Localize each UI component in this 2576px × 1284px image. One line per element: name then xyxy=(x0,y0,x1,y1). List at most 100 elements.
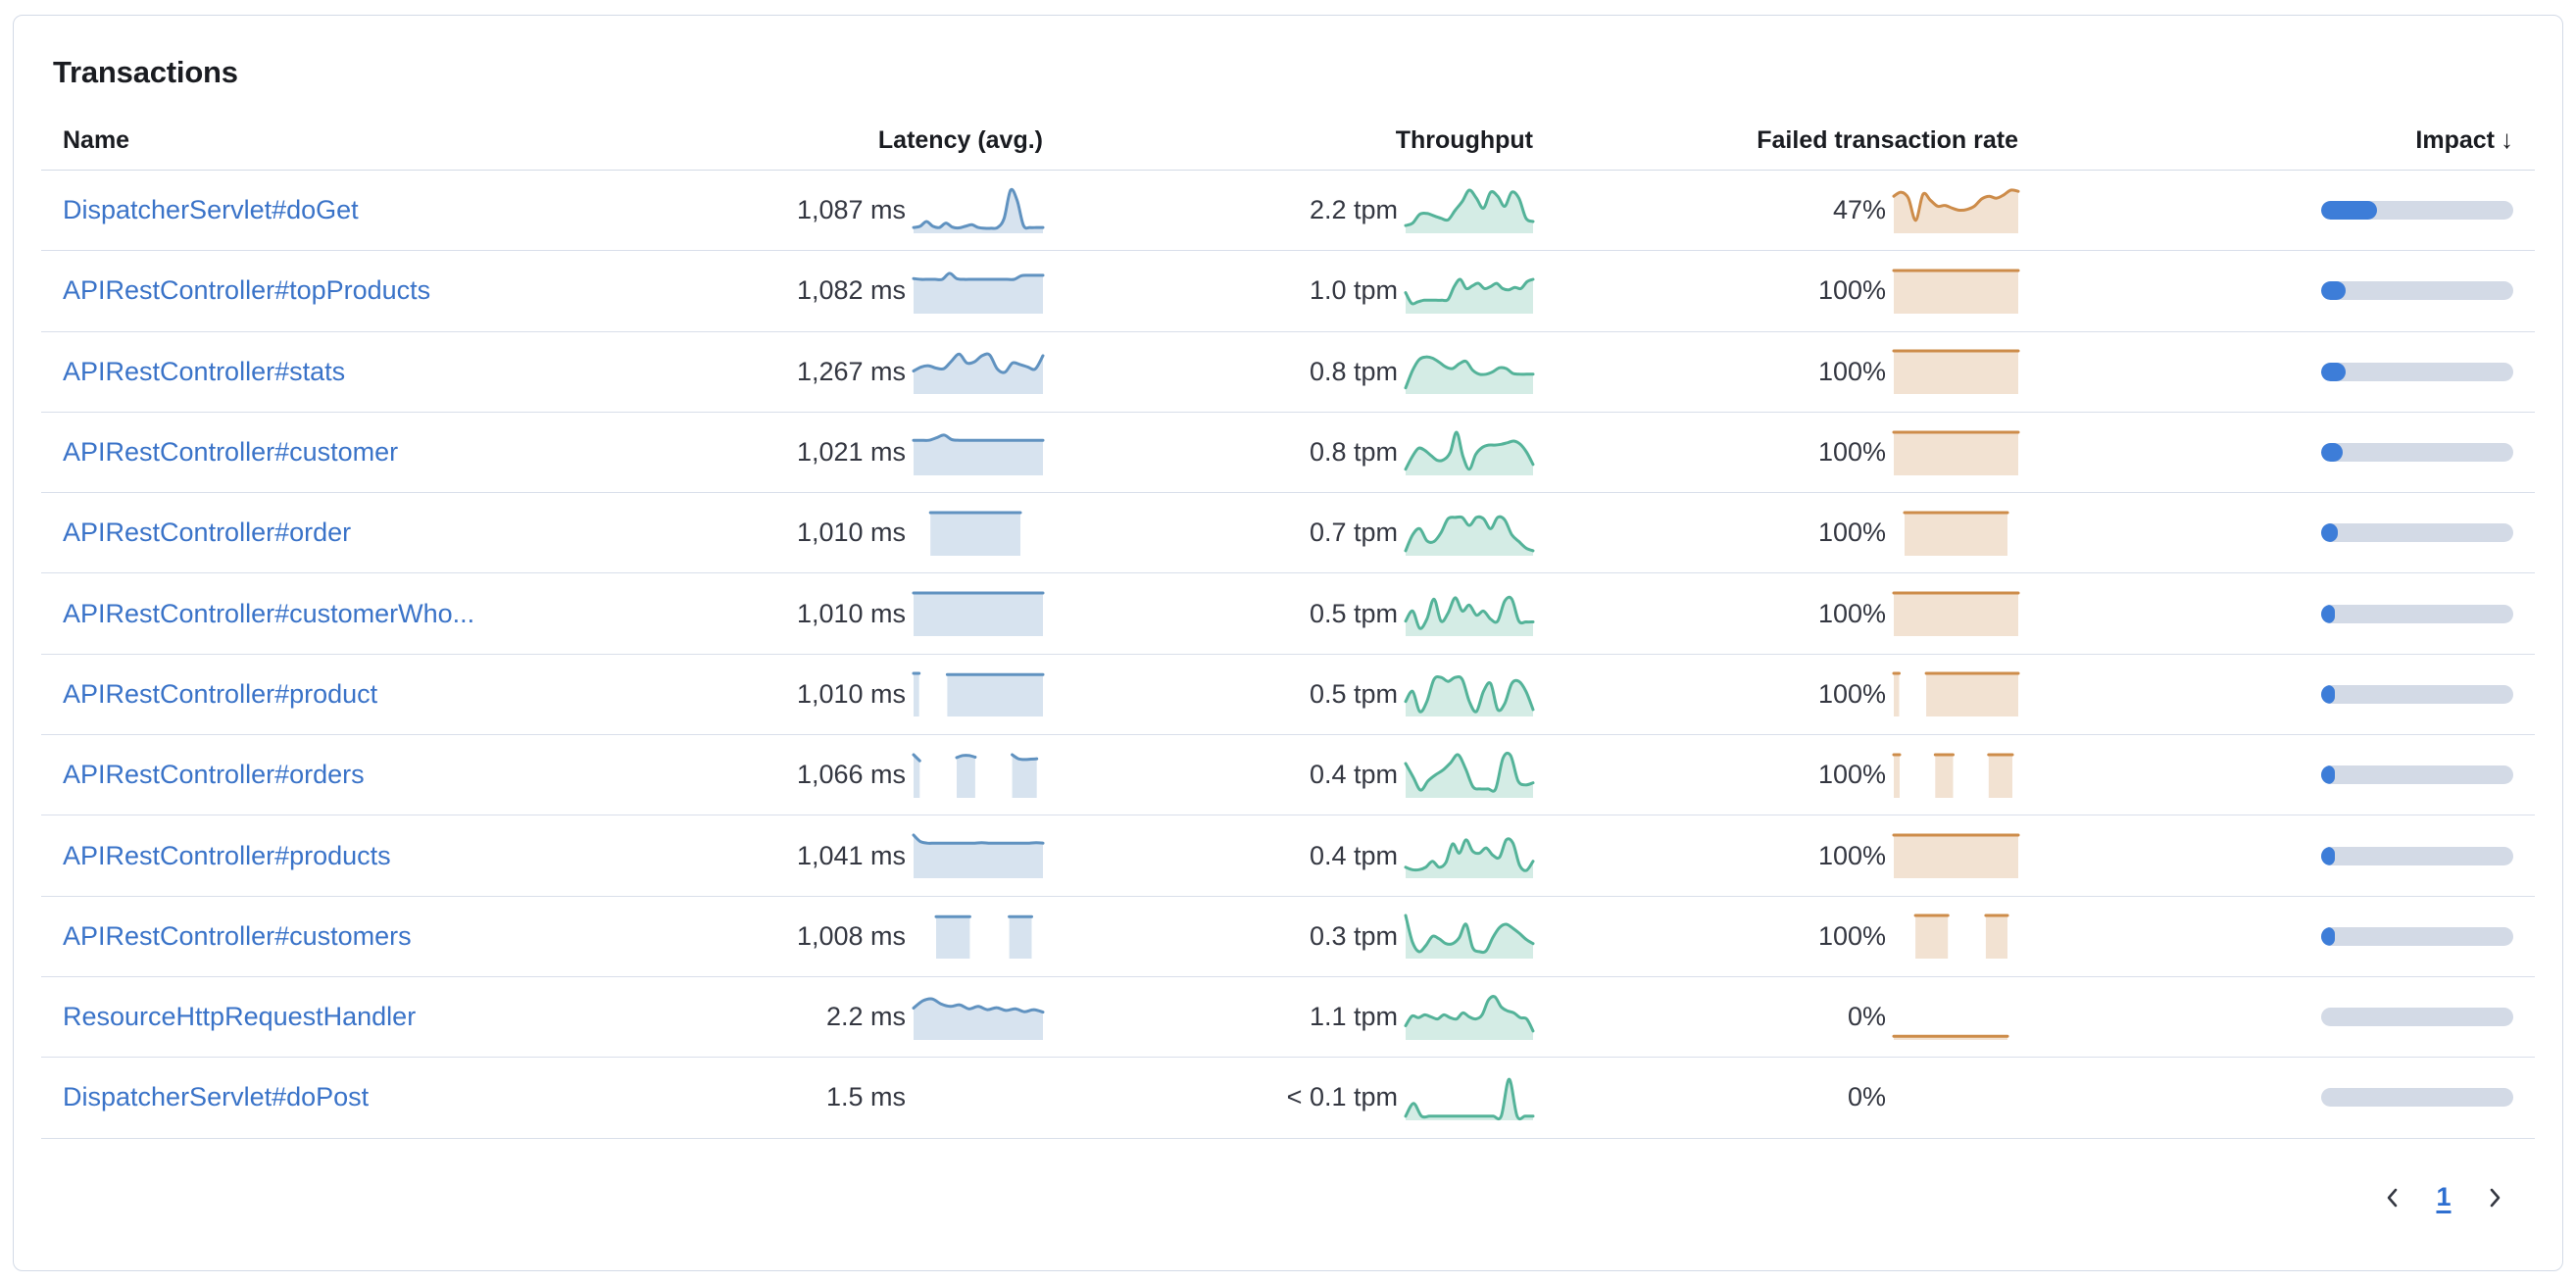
throughput-sparkline xyxy=(1398,332,1535,412)
failed-rate-sparkline xyxy=(1886,332,2020,412)
table-row: APIRestController#topProducts 1,082 ms 1… xyxy=(41,251,2535,332)
latency-value: 1,087 ms xyxy=(796,195,906,225)
failed-rate-sparkline xyxy=(1886,977,2018,1057)
impact-cell xyxy=(2018,1008,2513,1027)
throughput-value: 0.4 tpm xyxy=(1309,760,1398,790)
transaction-name-link[interactable]: DispatcherServlet#doPost xyxy=(63,1082,370,1112)
failed-rate-sparkline xyxy=(1886,493,2018,572)
impact-bar-fill xyxy=(2321,926,2335,946)
impact-bar-fill xyxy=(2321,604,2335,623)
table-row: APIRestController#customerWho... 1,010 m… xyxy=(41,573,2535,655)
column-header-name[interactable]: Name xyxy=(63,126,130,154)
throughput-sparkline xyxy=(1398,897,1535,976)
transactions-card: Transactions Name Latency (avg.) Through… xyxy=(13,15,2563,1271)
impact-bar-fill xyxy=(2321,523,2338,543)
throughput-sparkline xyxy=(1398,735,1535,815)
table-row: APIRestController#customers 1,008 ms 0.3… xyxy=(41,897,2535,977)
latency-value: 1,010 ms xyxy=(796,598,906,628)
failed-rate-value: 100% xyxy=(1817,275,1886,306)
impact-cell xyxy=(2018,281,2513,301)
failed-rate-sparkline xyxy=(1886,897,2018,976)
transaction-name-link[interactable]: APIRestController#product xyxy=(63,678,378,709)
card-title: Transactions xyxy=(53,55,238,89)
impact-bar xyxy=(2321,443,2513,463)
transaction-name-link[interactable]: APIRestController#customer xyxy=(63,437,399,468)
table-row: APIRestController#orders 1,066 ms 0.4 tp… xyxy=(41,735,2535,816)
latency-sparkline xyxy=(906,332,1045,412)
transaction-name-link[interactable]: APIRestController#orders xyxy=(63,760,365,790)
latency-sparkline xyxy=(906,1058,1043,1137)
impact-bar xyxy=(2321,281,2513,301)
latency-value: 1,041 ms xyxy=(796,840,906,870)
impact-cell xyxy=(2018,362,2513,381)
latency-value: 1,010 ms xyxy=(796,518,906,548)
impact-bar-fill xyxy=(2321,443,2343,463)
table-row: APIRestController#products 1,041 ms 0.4 … xyxy=(41,815,2535,897)
table-row: APIRestController#product 1,010 ms 0.5 t… xyxy=(41,655,2535,736)
latency-value: 1,066 ms xyxy=(796,760,906,790)
column-header-failed-rate[interactable]: Failed transaction rate xyxy=(1757,126,2018,154)
impact-bar xyxy=(2321,523,2513,543)
impact-bar-fill xyxy=(2321,362,2347,381)
latency-value: 1,082 ms xyxy=(796,275,906,306)
latency-sparkline xyxy=(906,735,1043,815)
latency-value: 2.2 ms xyxy=(825,1002,906,1032)
transaction-name-link[interactable]: APIRestController#topProducts xyxy=(63,275,431,306)
previous-page-button[interactable] xyxy=(2374,1178,2411,1217)
table-header-row: Name Latency (avg.) Throughput Failed tr… xyxy=(41,92,2535,171)
latency-value: 1,021 ms xyxy=(796,437,906,468)
impact-cell xyxy=(2018,443,2513,463)
transaction-name-link[interactable]: APIRestController#products xyxy=(63,840,391,870)
latency-sparkline xyxy=(906,251,1045,330)
throughput-sparkline xyxy=(1398,655,1535,734)
failed-rate-value: 100% xyxy=(1817,518,1886,548)
throughput-sparkline xyxy=(1398,977,1535,1057)
latency-value: 1,267 ms xyxy=(796,356,906,386)
column-header-latency[interactable]: Latency (avg.) xyxy=(877,126,1043,154)
failed-rate-value: 0% xyxy=(1847,1082,1886,1112)
transaction-name-link[interactable]: ResourceHttpRequestHandler xyxy=(63,1002,417,1032)
failed-rate-value: 100% xyxy=(1817,356,1886,386)
chevron-left-icon xyxy=(2387,1188,2398,1207)
failed-rate-sparkline xyxy=(1886,735,2018,815)
transaction-name-link[interactable]: APIRestController#customers xyxy=(63,920,412,951)
failed-rate-value: 100% xyxy=(1817,678,1886,709)
failed-rate-value: 100% xyxy=(1817,437,1886,468)
throughput-value: 0.7 tpm xyxy=(1309,518,1398,548)
impact-bar xyxy=(2321,604,2513,623)
column-header-impact[interactable]: Impact ↓ xyxy=(2018,124,2513,155)
table-body: DispatcherServlet#doGet 1,087 ms 2.2 tpm… xyxy=(41,171,2535,1139)
impact-cell xyxy=(2018,765,2513,785)
table-row: DispatcherServlet#doPost 1.5 ms < 0.1 tp… xyxy=(41,1058,2535,1139)
impact-bar xyxy=(2321,201,2513,221)
column-header-impact-label: Impact xyxy=(2415,126,2495,154)
impact-bar xyxy=(2321,1088,2513,1108)
throughput-value: 0.5 tpm xyxy=(1309,598,1398,628)
failed-rate-sparkline xyxy=(1886,413,2020,492)
table-row: DispatcherServlet#doGet 1,087 ms 2.2 tpm… xyxy=(41,171,2535,252)
chevron-right-icon xyxy=(2490,1188,2501,1207)
page-number-button[interactable]: 1 xyxy=(2427,1182,2460,1212)
impact-bar-fill xyxy=(2321,684,2335,704)
failed-rate-value: 0% xyxy=(1847,1002,1886,1032)
latency-sparkline xyxy=(906,655,1045,734)
transaction-name-link[interactable]: DispatcherServlet#doGet xyxy=(63,195,359,225)
next-page-button[interactable] xyxy=(2476,1178,2513,1217)
impact-bar-fill xyxy=(2321,201,2377,221)
impact-bar-fill xyxy=(2321,281,2347,301)
failed-rate-sparkline xyxy=(1886,171,2020,250)
column-header-throughput[interactable]: Throughput xyxy=(1395,126,1533,154)
transaction-name-link[interactable]: APIRestController#order xyxy=(63,518,352,548)
failed-rate-value: 100% xyxy=(1817,920,1886,951)
sort-descending-icon: ↓ xyxy=(2501,124,2513,154)
latency-value: 1.5 ms xyxy=(825,1082,906,1112)
throughput-value: 2.2 tpm xyxy=(1309,195,1398,225)
failed-rate-value: 47% xyxy=(1832,195,1886,225)
transaction-name-link[interactable]: APIRestController#customerWho... xyxy=(63,598,475,628)
transaction-name-link[interactable]: APIRestController#stats xyxy=(63,356,346,386)
throughput-sparkline xyxy=(1398,413,1535,492)
throughput-sparkline xyxy=(1398,573,1535,653)
throughput-value: 0.8 tpm xyxy=(1309,356,1398,386)
latency-sparkline xyxy=(906,493,1043,572)
impact-bar xyxy=(2321,926,2513,946)
